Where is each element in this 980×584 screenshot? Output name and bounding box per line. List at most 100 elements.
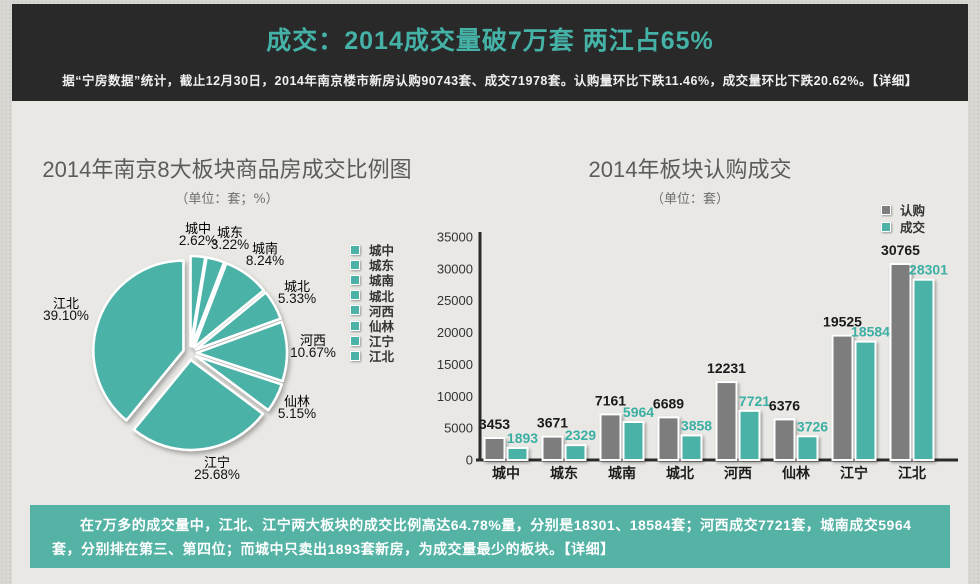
legend-swatch-icon xyxy=(350,350,360,361)
page-title: 成交：2014成交量破7万套 两江占65% xyxy=(266,27,714,55)
bar-value-label: 6689 xyxy=(653,395,684,411)
legend-label: 城北 xyxy=(369,288,395,304)
bar-成交-4 xyxy=(738,409,761,461)
news-header: 成交：2014成交量破7万套 两江占65% 据“宁房数据”统计，截止12月30日… xyxy=(12,4,968,101)
legend-swatch-icon xyxy=(881,221,891,232)
header-summary-text: 据“宁房数据”统计，截止12月30日，2014年南京楼市新房认购90743套、成… xyxy=(62,74,872,88)
legend-label: 河西 xyxy=(369,303,395,319)
legend-swatch-icon xyxy=(350,244,360,255)
bar-成交-7 xyxy=(912,278,935,461)
bar-group-7: 30765 28301 xyxy=(881,242,948,461)
pie-label-1: 城东 3.22% xyxy=(211,225,249,252)
legend-swatch-icon xyxy=(350,335,360,346)
bar-value-label: 12231 xyxy=(707,360,746,376)
pie-legend-item-0: 城中 xyxy=(350,242,395,259)
pie-chart-title: 2014年南京8大板块商品房成交比例图 xyxy=(42,157,412,182)
bar-value-label: 3671 xyxy=(537,415,568,431)
y-axis-tick-label: 20000 xyxy=(437,325,473,340)
legend-label: 江宁 xyxy=(369,334,395,350)
pie-slice-1 xyxy=(190,256,226,348)
legend-swatch-icon xyxy=(350,274,360,285)
bar-value-label: 6376 xyxy=(769,397,800,413)
legend-swatch-icon xyxy=(350,305,360,316)
legend-swatch-icon xyxy=(350,290,360,301)
pie-label-5: 仙林 5.15% xyxy=(278,394,316,421)
bar-成交-3 xyxy=(680,434,703,461)
pie-chart: 城中 2.62%城东 3.22% 城南 8.24% 城北 5.33% 河西 10.67% 仙林 5.… xyxy=(43,221,336,482)
legend-label: 成交 xyxy=(900,220,926,235)
bar-value-label: 7721 xyxy=(739,393,770,409)
pie-slices xyxy=(92,254,289,452)
bar-chart-title: 2014年板块认购成交 xyxy=(588,157,792,182)
y-axis-tick-label: 30000 xyxy=(437,261,473,276)
x-axis-category-label: 江北 xyxy=(898,465,926,482)
pie-slice-5 xyxy=(194,354,283,412)
legend-label: 江北 xyxy=(369,349,395,365)
pie-chart-unit: （单位：套；%） xyxy=(175,192,279,207)
pie-legend-item-7: 江北 xyxy=(350,348,395,365)
bar-value-label: 1893 xyxy=(507,430,538,446)
bar-value-label: 2329 xyxy=(565,427,596,443)
pie-legend-item-6: 江宁 xyxy=(350,333,395,350)
legend-label: 认购 xyxy=(900,203,926,218)
x-axis-category-label: 仙林 xyxy=(782,465,810,482)
pie-slice-2 xyxy=(192,262,265,349)
bar-成交-5 xyxy=(796,435,819,461)
y-axis-tick-label: 15000 xyxy=(437,357,473,372)
bar-value-label: 5964 xyxy=(623,404,654,420)
bar-成交-6 xyxy=(854,340,877,461)
y-axis-tick-label: 5000 xyxy=(444,421,473,436)
bar-认购-4 xyxy=(715,381,738,461)
pie-label-3: 城北 5.33% xyxy=(278,279,316,306)
legend-label: 仙林 xyxy=(369,319,395,335)
bar-value-label: 3858 xyxy=(681,417,712,433)
pie-chart-legend: 城中 城东 城南 城北 河西 仙林 江宁 江北 xyxy=(350,242,394,364)
bar-认购-6 xyxy=(831,334,854,461)
x-axis-category-label: 城东 xyxy=(550,465,578,482)
y-axis-tick-label: 10000 xyxy=(437,389,473,404)
bar-成交-2 xyxy=(622,421,645,461)
pie-legend-item-5: 仙林 xyxy=(350,318,395,335)
bar-认购-5 xyxy=(773,418,796,462)
bar-认购-7 xyxy=(889,262,912,461)
pie-slice-7 xyxy=(92,259,185,422)
banner-detail-link[interactable]: 【详细】 xyxy=(563,541,615,557)
pie-label-7: 江北 39.10% xyxy=(43,296,89,323)
pie-label-2: 城南 8.24% xyxy=(246,241,284,268)
pie-legend-item-3: 城北 xyxy=(350,288,395,304)
bar-group-4: 12231 7721 xyxy=(707,360,770,461)
bar-成交-0 xyxy=(506,446,529,462)
bar-chart-legend: 认购 成交 xyxy=(881,201,925,235)
legend-swatch-icon xyxy=(881,204,891,215)
x-axis-category-label: 城南 xyxy=(608,465,636,482)
pie-label-4: 河西 10.67% xyxy=(290,333,336,360)
bar-value-label: 3726 xyxy=(797,418,828,434)
bar-value-label: 18584 xyxy=(851,324,890,340)
header-detail-link[interactable]: 【详细】 xyxy=(871,74,918,88)
bar-legend-item-0: 认购 xyxy=(881,201,925,218)
x-axis-category-label: 江宁 xyxy=(840,465,868,482)
bar-成交-1 xyxy=(564,444,587,462)
pie-slice-6 xyxy=(132,358,265,452)
bar-chart: 0500010000150002000025000300003500034531… xyxy=(437,230,958,482)
bar-value-label: 7161 xyxy=(595,392,626,408)
bar-group-5: 6376 3726 xyxy=(769,397,828,462)
x-axis-category-label: 河西 xyxy=(724,465,752,482)
legend-label: 城东 xyxy=(369,258,395,274)
pie-legend-item-1: 城东 xyxy=(350,257,395,274)
pie-legend-item-4: 河西 xyxy=(350,303,395,319)
x-axis-category-label: 城北 xyxy=(666,465,694,482)
bar-认购-1 xyxy=(541,435,564,462)
legend-label: 城中 xyxy=(369,243,395,259)
pie-legend-item-2: 城南 xyxy=(350,272,394,288)
bar-value-label: 19525 xyxy=(823,314,862,330)
pie-label-6: 江宁 25.68% xyxy=(194,455,240,482)
legend-swatch-icon xyxy=(350,320,360,331)
bar-认购-3 xyxy=(657,416,680,461)
bar-认购-2 xyxy=(599,413,622,462)
legend-swatch-icon xyxy=(350,259,360,270)
